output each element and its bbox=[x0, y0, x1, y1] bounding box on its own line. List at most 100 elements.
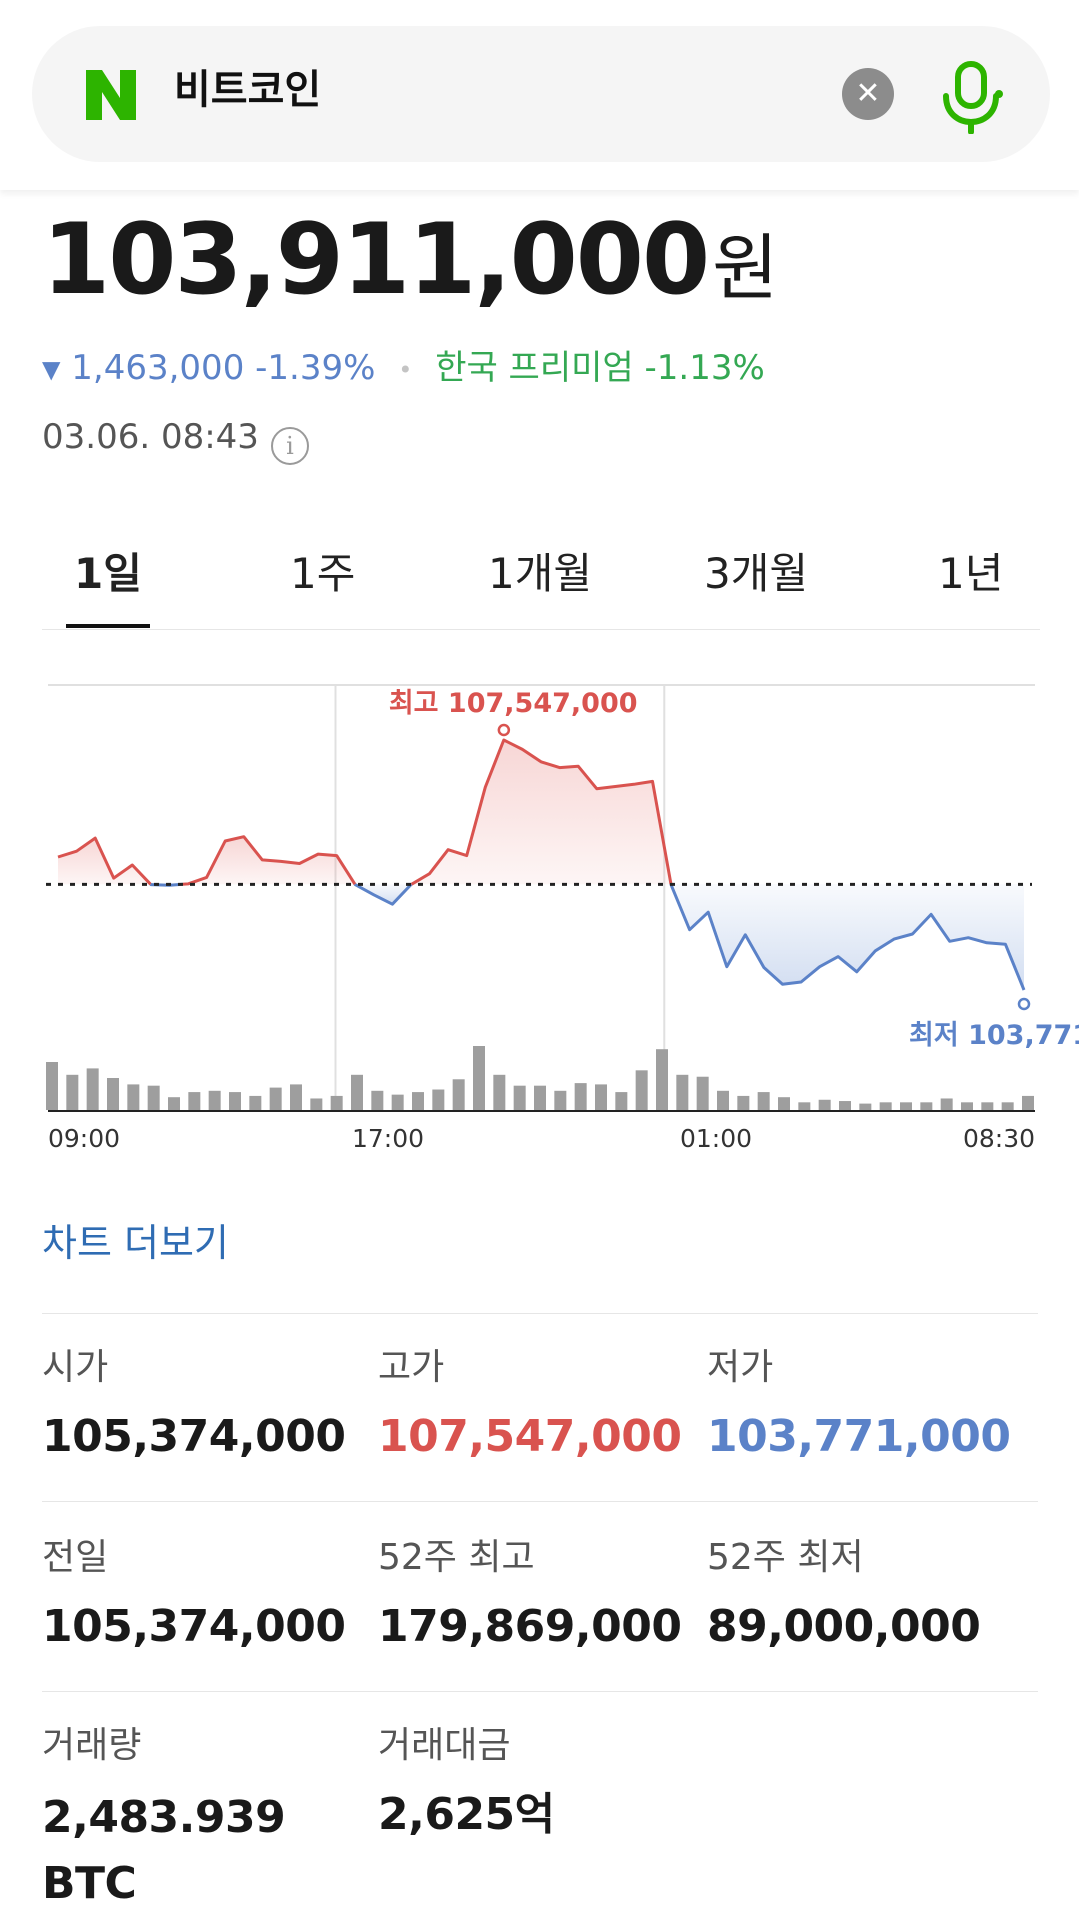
search-input[interactable]: 비트코인 bbox=[174, 67, 322, 113]
naver-logo-icon[interactable] bbox=[82, 68, 140, 122]
volume-bar bbox=[778, 1097, 790, 1110]
volume-bar bbox=[351, 1074, 363, 1110]
volume-bar bbox=[757, 1092, 770, 1110]
stat-value: 105,374,000 bbox=[42, 1601, 346, 1652]
volume-bar bbox=[310, 1098, 323, 1110]
stat-label: 저가 bbox=[707, 1347, 774, 1388]
stat-value: 2,483.939 BTC bbox=[42, 1792, 286, 1909]
volume-bar bbox=[940, 1098, 953, 1110]
volume-bar bbox=[330, 1095, 343, 1110]
price-line-up bbox=[57, 836, 152, 886]
volume-bar bbox=[859, 1103, 872, 1110]
volume-bar bbox=[961, 1102, 973, 1110]
microphone-icon[interactable] bbox=[937, 60, 1007, 134]
volume-bar bbox=[981, 1102, 994, 1110]
clear-search-button[interactable]: ✕ bbox=[842, 68, 894, 120]
low-point-marker bbox=[1017, 997, 1031, 1011]
stat-label: 52주 최저 bbox=[707, 1537, 864, 1578]
stat-label: 거래대금 bbox=[378, 1725, 511, 1766]
stat-value: 179,869,000 bbox=[378, 1601, 682, 1652]
info-icon[interactable]: i bbox=[270, 427, 309, 465]
volume-bar bbox=[676, 1074, 689, 1110]
x-axis-tick-label: 17:00 bbox=[352, 1124, 424, 1153]
volume-bar bbox=[717, 1090, 729, 1110]
x-axis-tick-label: 01:00 bbox=[680, 1124, 752, 1153]
stat-prev-close: 전일 105,374,000 bbox=[42, 1533, 372, 1657]
stats-divider bbox=[42, 1691, 1038, 1692]
price-line-up bbox=[410, 738, 673, 886]
tab-1day[interactable]: 1일 bbox=[74, 549, 142, 598]
stats-divider bbox=[42, 1501, 1038, 1502]
volume-bar bbox=[798, 1102, 811, 1110]
volume-bar bbox=[615, 1092, 628, 1110]
volume-bar bbox=[473, 1046, 485, 1110]
stat-open: 시가 105,374,000 bbox=[42, 1343, 372, 1467]
volume-bar bbox=[269, 1087, 282, 1110]
x-axis-tick-label: 08:30 bbox=[963, 1124, 1035, 1153]
volume-bar bbox=[290, 1084, 302, 1110]
stat-value: 2,625억 bbox=[378, 1789, 555, 1840]
volume-bar bbox=[46, 1062, 58, 1110]
area-fill-up bbox=[411, 740, 671, 885]
down-arrow-icon: ▼ bbox=[42, 355, 61, 384]
tab-1year[interactable]: 1년 bbox=[938, 549, 1004, 598]
volume-bar bbox=[412, 1092, 424, 1110]
current-price: 103,911,000원 bbox=[42, 205, 778, 343]
korea-premium: 한국 프리미엄 -1.13% bbox=[435, 348, 765, 388]
volume-bar bbox=[696, 1076, 709, 1110]
stats-divider bbox=[42, 1313, 1038, 1314]
volume-bar bbox=[635, 1070, 648, 1110]
price-unit: 원 bbox=[712, 226, 779, 310]
volume-bar bbox=[818, 1099, 831, 1110]
price-chart[interactable]: 최고 107,547,000 최저 103,771,000 09:00 17:00 0… bbox=[0, 660, 1079, 1160]
chart-more-link[interactable]: 차트 더보기 bbox=[42, 1221, 229, 1265]
volume-bar bbox=[371, 1090, 384, 1110]
volume-bar bbox=[66, 1074, 79, 1110]
tab-3month[interactable]: 3개월 bbox=[704, 549, 809, 598]
separator-dot: • bbox=[398, 355, 413, 384]
volume-bar bbox=[147, 1085, 160, 1110]
stat-trade-value: 거래대금 2,625억 bbox=[378, 1721, 708, 1845]
volume-bar bbox=[879, 1102, 892, 1110]
volume-bar bbox=[249, 1095, 262, 1110]
volume-bar bbox=[513, 1085, 526, 1110]
volume-bar bbox=[574, 1083, 587, 1110]
stat-52w-high: 52주 최고 179,869,000 bbox=[378, 1533, 708, 1657]
volume-bar bbox=[595, 1084, 607, 1110]
search-bar[interactable]: 비트코인 ✕ bbox=[32, 26, 1050, 162]
stat-value: 107,547,000 bbox=[378, 1411, 682, 1462]
stat-52w-low: 52주 최저 89,000,000 bbox=[707, 1533, 1037, 1657]
volume-bar bbox=[656, 1049, 668, 1110]
volume-bar bbox=[127, 1084, 140, 1110]
area-fill-down bbox=[671, 884, 1024, 990]
volume-bar bbox=[188, 1092, 201, 1110]
quote-timestamp: 03.06. 08:43 bbox=[42, 417, 259, 457]
price-line-down bbox=[669, 883, 1026, 991]
tab-1month[interactable]: 1개월 bbox=[488, 549, 593, 598]
price-line-down bbox=[353, 883, 413, 906]
stat-high: 고가 107,547,000 bbox=[378, 1343, 708, 1467]
volume-bar bbox=[534, 1085, 546, 1110]
volume-bar bbox=[86, 1068, 99, 1110]
price-line-down bbox=[149, 882, 183, 887]
volume-bar bbox=[1001, 1102, 1014, 1110]
stat-value: 103,771,000 bbox=[707, 1411, 1011, 1462]
volume-bar bbox=[168, 1097, 180, 1110]
stat-label: 52주 최고 bbox=[378, 1537, 535, 1578]
volume-bar bbox=[737, 1095, 750, 1110]
volume-bar bbox=[493, 1074, 506, 1110]
volume-bar bbox=[208, 1090, 221, 1110]
stat-label: 고가 bbox=[378, 1347, 445, 1388]
price-value: 103,911,000 bbox=[42, 203, 710, 317]
tab-1week[interactable]: 1주 bbox=[290, 549, 356, 598]
stat-value: 89,000,000 bbox=[707, 1601, 981, 1652]
volume-bar bbox=[1022, 1095, 1034, 1110]
stat-volume: 거래량 2,483.939 BTC bbox=[42, 1721, 372, 1917]
stat-label: 시가 bbox=[42, 1347, 109, 1388]
volume-bar bbox=[839, 1101, 851, 1110]
stat-value: 105,374,000 bbox=[42, 1411, 346, 1462]
high-point-marker bbox=[497, 723, 511, 737]
volume-bar bbox=[391, 1094, 404, 1110]
price-change: 1,463,000 -1.39% bbox=[71, 348, 376, 388]
stat-low: 저가 103,771,000 bbox=[707, 1343, 1037, 1467]
